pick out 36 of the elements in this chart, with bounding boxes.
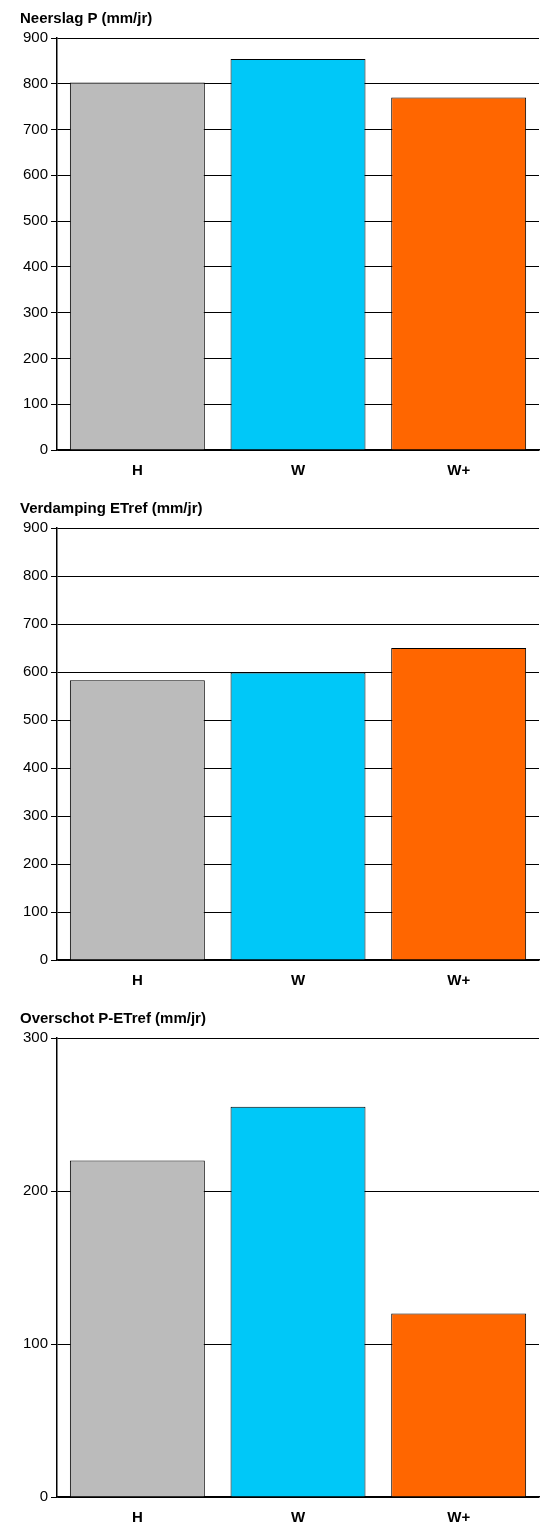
- y-tick-label: 300: [23, 302, 49, 320]
- y-tick-label: 200: [23, 1181, 49, 1199]
- y-tick-label: 800: [23, 566, 49, 584]
- x-tick-label: H: [131, 461, 143, 479]
- y-tick-label: 100: [23, 1334, 49, 1352]
- y-tick-label: 100: [23, 394, 49, 412]
- y-tick-label: 0: [39, 1487, 49, 1505]
- y-tick-label: 0: [39, 950, 49, 968]
- chart-title: Neerslag P (mm/jr): [20, 9, 153, 27]
- y-tick-label: 800: [23, 73, 49, 91]
- y-tick-label: 400: [23, 257, 49, 275]
- y-tick-label: 700: [23, 119, 49, 137]
- y-tick-label: 600: [23, 165, 49, 183]
- y-tick-label: 500: [23, 710, 49, 728]
- y-tick-label: 0: [39, 440, 49, 458]
- y-tick-label: 100: [23, 902, 49, 920]
- y-tick-label: 200: [23, 348, 49, 366]
- chart-title: Overschot P-ETref (mm/jr): [20, 1009, 206, 1027]
- y-tick-label: 200: [23, 854, 49, 872]
- x-tick-label: H: [131, 971, 143, 989]
- y-tick-label: 900: [23, 28, 49, 46]
- x-tick-label: H: [131, 1508, 143, 1526]
- chart-title: Verdamping ETref (mm/jr): [20, 499, 203, 517]
- y-tick-label: 900: [23, 518, 49, 536]
- y-tick-label: 400: [23, 758, 49, 776]
- x-tick-label: W+: [447, 971, 471, 989]
- x-tick-label: W: [290, 461, 306, 479]
- y-tick-label: 700: [23, 614, 49, 632]
- y-tick-label: 500: [23, 211, 49, 229]
- x-tick-label: W+: [447, 1508, 471, 1526]
- x-tick-label: W: [290, 1508, 306, 1526]
- y-tick-label: 300: [23, 806, 49, 824]
- x-tick-label: W: [290, 971, 306, 989]
- y-tick-label: 600: [23, 662, 49, 680]
- x-tick-label: W+: [447, 461, 471, 479]
- y-tick-label: 300: [23, 1028, 49, 1046]
